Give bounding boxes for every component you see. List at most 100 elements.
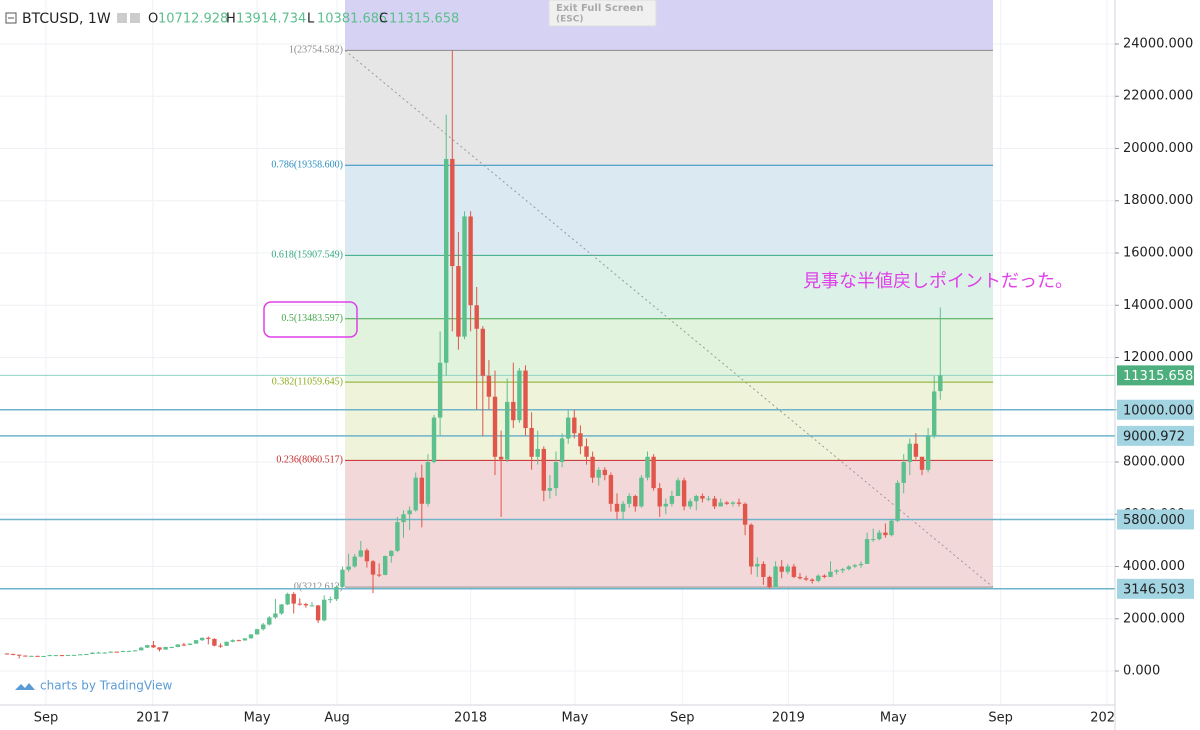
candle-body — [346, 566, 351, 570]
price-label-box — [1117, 425, 1194, 446]
candle-body — [931, 391, 937, 436]
y-tick-label: 14000.000 — [1123, 298, 1193, 313]
candle-body — [59, 655, 65, 657]
ohlc-value: 10381.685 — [317, 12, 387, 27]
candle-body — [688, 501, 693, 507]
candle-body — [913, 443, 919, 457]
x-tick-label: Aug — [324, 711, 349, 726]
candle-body — [395, 522, 400, 551]
candle-body — [285, 593, 290, 605]
candle-body — [65, 655, 71, 657]
price-label-box — [1117, 509, 1194, 530]
candle-body — [535, 448, 540, 457]
candle-body — [41, 655, 46, 657]
candle-body — [236, 640, 242, 642]
candle-body — [919, 456, 925, 470]
candle-body — [126, 650, 132, 652]
candle-body — [620, 503, 626, 512]
candle-body — [407, 510, 412, 515]
candle-body — [53, 655, 59, 657]
ohlc-key: H — [226, 12, 236, 27]
y-tick-label: 8000.000 — [1123, 455, 1185, 470]
symbol: BTCUSD, 1W — [22, 11, 111, 27]
candle-body — [572, 417, 577, 434]
candle-body — [639, 477, 644, 507]
fib-label: 0.382(11059.645) — [272, 376, 343, 387]
price-label: 5800.000 — [1123, 513, 1185, 528]
price-label-box — [1117, 399, 1194, 420]
y-tick-label: 24000.000 — [1123, 36, 1193, 51]
last-price-box — [1117, 365, 1194, 386]
candle-body — [383, 556, 388, 575]
candle-body — [651, 456, 656, 489]
ohlc-value: 13914.734 — [236, 12, 306, 27]
fib-zone — [345, 318, 993, 383]
fib-zone — [345, 382, 993, 461]
candle-body — [352, 556, 357, 567]
ohlc-key: O — [148, 12, 158, 27]
candle-body — [334, 586, 339, 600]
candle-body — [218, 645, 223, 647]
price-label: 3146.503 — [1123, 582, 1185, 597]
candle-body — [541, 448, 547, 491]
y-tick-label: 2000.000 — [1123, 611, 1185, 626]
candle-body — [694, 495, 699, 502]
candle-body — [248, 634, 254, 639]
y-tick-label: 18000.000 — [1123, 193, 1193, 208]
candle-body — [71, 654, 77, 656]
candle-body — [895, 482, 900, 521]
x-tick-label: 2017 — [136, 711, 169, 726]
fib-label: 0.5(13483.597) — [281, 313, 343, 324]
candle-body — [852, 565, 858, 567]
candle-body — [261, 624, 266, 630]
fib-zone — [345, 50, 993, 166]
candle-body — [712, 498, 717, 507]
candle-body — [797, 576, 803, 579]
fib-label: 0.618(15907.549) — [271, 250, 343, 261]
candle-body — [322, 599, 327, 621]
candle-body — [718, 502, 723, 507]
candle-body — [590, 456, 595, 478]
x-tick-label: May — [561, 711, 588, 726]
candle-body — [724, 502, 730, 504]
x-tick-label: May — [244, 711, 271, 726]
candle-body — [4, 653, 10, 655]
candle-body — [547, 488, 553, 491]
y-tick-label: 16000.000 — [1123, 246, 1193, 261]
tv-logo — [15, 683, 35, 690]
candle-body — [681, 480, 687, 507]
candle-body — [163, 646, 168, 650]
fib-label: 0.236(8060.517) — [276, 455, 343, 466]
candle-body — [566, 417, 571, 439]
candle-body — [230, 640, 235, 642]
candle-body — [803, 578, 809, 580]
price-axis — [1115, 0, 1200, 730]
exit-banner — [548, 0, 657, 27]
ohlc-key: C — [379, 12, 388, 27]
candle-body — [816, 575, 821, 581]
last-price-label: 11315.658 — [1123, 369, 1193, 384]
candle-body — [517, 370, 522, 421]
candle-body — [669, 495, 675, 504]
candle-body — [90, 652, 95, 655]
candle-body — [157, 647, 162, 650]
candle-body — [84, 654, 89, 656]
candle-body — [822, 575, 827, 577]
candle-body — [358, 550, 364, 557]
candle-body — [139, 647, 144, 651]
fib-trend-line — [344, 50, 994, 588]
candle-body — [559, 438, 565, 463]
candle-body — [206, 637, 211, 639]
candle-body — [456, 266, 461, 337]
candle-body — [498, 456, 504, 460]
candle-body — [297, 603, 303, 605]
watermark: charts by TradingView — [40, 679, 172, 693]
candle-body — [370, 561, 376, 575]
candle-body — [364, 550, 370, 562]
candle-body — [730, 502, 736, 504]
icon — [130, 13, 140, 23]
annotation: 見事な半値戻しポイントだった。 — [803, 271, 1073, 292]
candle-body — [578, 433, 583, 447]
